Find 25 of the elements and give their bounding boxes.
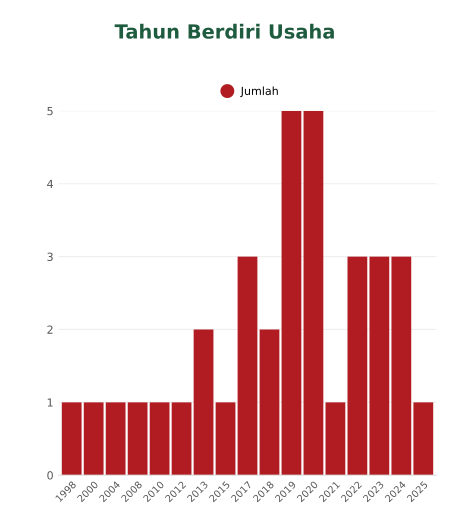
bar [347, 256, 368, 476]
bar [391, 256, 412, 476]
y-tick-label: 5 [47, 107, 53, 116]
y-tick-label: 4 [47, 180, 54, 188]
bar [128, 402, 148, 476]
bar [216, 402, 236, 476]
bar [260, 329, 280, 476]
bar [62, 402, 82, 476]
bar [413, 402, 434, 476]
bar [304, 110, 324, 476]
legend-label: Jumlah [240, 86, 278, 98]
y-tick-label: 2 [47, 325, 53, 334]
y-tick-label: 1 [48, 398, 53, 407]
bar [106, 402, 126, 476]
chart-title: Tahun Berdiri Usaha [114, 24, 334, 39]
bar [369, 256, 390, 476]
bar [194, 329, 214, 476]
bar [150, 402, 170, 476]
bar [172, 402, 192, 476]
bar [282, 110, 302, 476]
bar [84, 402, 104, 476]
bar [238, 256, 258, 476]
bar [326, 402, 346, 476]
y-tick-label: 3 [47, 252, 53, 261]
y-tick-label: 0 [47, 471, 53, 480]
